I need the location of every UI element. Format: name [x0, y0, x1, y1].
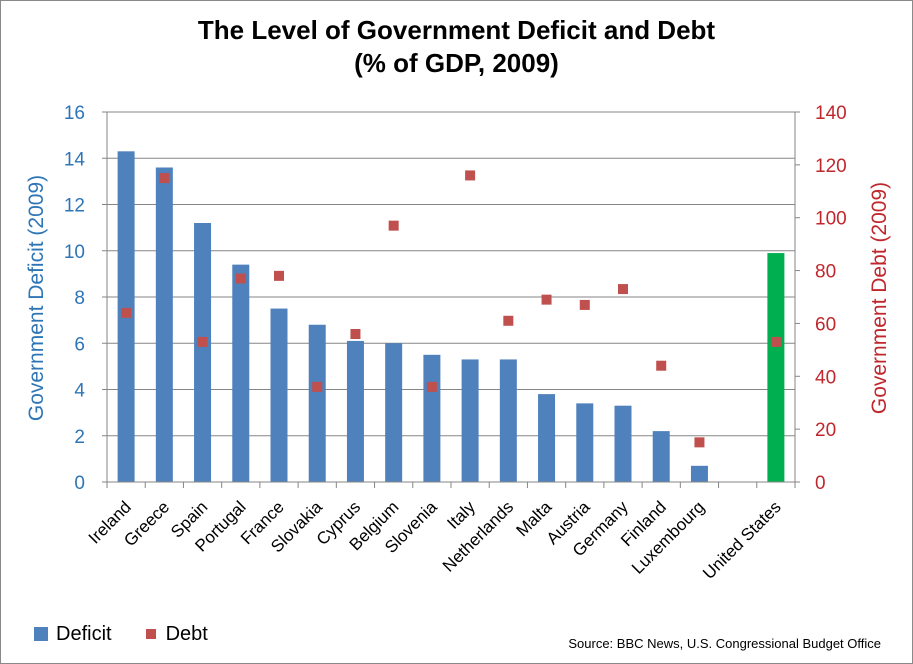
left-tick-label-4: 8: [74, 288, 85, 309]
bar-deficit-8: [423, 354, 441, 482]
left-tick-label-3: 6: [74, 334, 85, 355]
bar-deficit-1: [155, 167, 173, 482]
point-debt-3: [235, 273, 246, 284]
right-tick-label-0: 0: [815, 473, 826, 494]
point-debt-4: [274, 270, 284, 281]
bar-deficit-2: [194, 223, 212, 482]
left-tick-label-0: 0: [74, 473, 85, 494]
bar-deficit-13: [614, 405, 632, 482]
legend-swatch-debt: [145, 629, 156, 639]
left-axis-title: Government Deficit (2009): [25, 175, 48, 421]
right-tick-label-7: 140: [815, 103, 847, 124]
left-tick-label-1: 2: [74, 427, 85, 448]
left-axis-ticks: 0 2 4 6 8 10 12 14 16: [64, 103, 86, 494]
right-axis-title: Government Debt (2009): [868, 182, 891, 414]
legend: Deficit Debt: [34, 620, 242, 648]
point-debt-7: [388, 220, 399, 231]
bar-deficit-7: [385, 343, 403, 482]
legend-item-debt: Debt: [145, 622, 208, 646]
legend-label-debt: Debt: [165, 622, 208, 645]
legend-label-deficit: Deficit: [56, 622, 112, 645]
bar-deficit-4: [270, 308, 288, 482]
right-axis-ticks: 0 20 40 60 80 100 120 140: [815, 103, 847, 494]
chart-title: The Level of Government Deficit and Debt…: [0, 14, 913, 80]
right-tick-label-1: 20: [815, 420, 836, 441]
left-tick-label-5: 10: [64, 242, 85, 263]
right-tick-label-4: 80: [815, 262, 836, 283]
deficit-bars: [117, 151, 785, 482]
left-tick-label-8: 16: [64, 103, 85, 124]
point-debt-10: [503, 315, 514, 326]
source-note: Source: BBC News, U.S. Congressional Bud…: [568, 636, 881, 651]
right-tick-label-2: 40: [815, 367, 836, 388]
legend-item-deficit: Deficit: [34, 623, 112, 646]
point-debt-2: [197, 336, 208, 347]
bar-deficit-14: [652, 431, 670, 482]
right-tick-label-6: 120: [815, 156, 847, 177]
right-tick-label-3: 60: [815, 314, 836, 335]
x-axis-labels: IrelandGreeceSpainPortugalFranceSlovakia…: [85, 497, 785, 583]
x-label-10: Netherlands: [439, 497, 517, 575]
legend-swatch-deficit: [34, 627, 48, 641]
bar-deficit-15: [690, 465, 708, 482]
gridlines: [107, 111, 795, 437]
debt-points: [121, 170, 781, 448]
right-tick-label-5: 100: [815, 209, 847, 230]
point-debt-14: [656, 360, 667, 371]
bar-deficit-9: [461, 359, 479, 482]
bar-deficit-5: [308, 324, 326, 482]
point-debt-8: [426, 381, 437, 392]
point-debt-15: [694, 437, 705, 448]
point-debt-11: [541, 294, 552, 305]
left-tick-label-2: 4: [74, 381, 85, 402]
chart-title-line1: The Level of Government Deficit and Debt: [197, 15, 716, 45]
point-debt-13: [618, 284, 628, 295]
bar-deficit-3: [232, 264, 250, 482]
bar-deficit-10: [499, 359, 517, 482]
point-debt-6: [350, 329, 361, 339]
x-label-17: United States: [699, 497, 785, 583]
point-debt-5: [312, 381, 323, 392]
point-debt-0: [121, 307, 132, 318]
bar-deficit-11: [538, 394, 556, 482]
bar-deficit-6: [346, 340, 364, 482]
bar-deficit-12: [576, 403, 594, 482]
left-tick-label-6: 12: [64, 196, 85, 217]
point-debt-9: [465, 170, 476, 181]
left-tick-label-7: 14: [64, 149, 86, 170]
bar-deficit-17: [767, 253, 785, 482]
axes: [102, 111, 800, 488]
point-debt-17: [770, 336, 781, 347]
point-debt-12: [579, 299, 590, 310]
point-debt-1: [159, 173, 170, 184]
chart-title-line2: (% of GDP, 2009): [354, 48, 559, 78]
